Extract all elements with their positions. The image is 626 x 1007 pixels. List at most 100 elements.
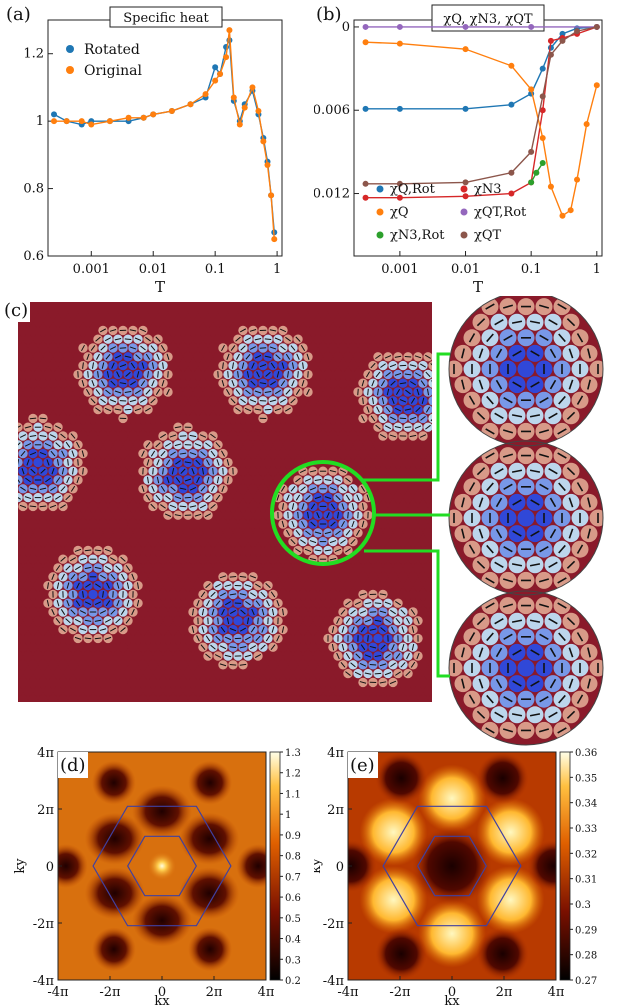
zoom-site xyxy=(463,422,481,440)
spin-arrow xyxy=(324,531,332,535)
lattice-site xyxy=(398,308,408,318)
spin-arrow xyxy=(150,345,156,351)
lattice-site xyxy=(33,668,43,679)
zoom-site xyxy=(449,422,463,440)
lattice-site xyxy=(318,677,328,688)
lattice-site xyxy=(298,413,308,424)
lattice-site xyxy=(103,492,113,503)
spin-arrow xyxy=(126,599,130,607)
zoom-site xyxy=(617,706,626,723)
lattice-site xyxy=(68,677,78,688)
zoom-spin-arrow xyxy=(461,379,465,390)
lattice-site xyxy=(138,413,148,424)
spin-arrow xyxy=(214,654,222,658)
zoom-site xyxy=(608,566,625,583)
zoom-spin-arrow xyxy=(512,680,522,687)
lattice-site xyxy=(43,668,53,679)
lattice-site xyxy=(208,360,218,371)
lattice-site xyxy=(173,404,183,415)
lattice-site xyxy=(293,563,303,573)
lattice-site xyxy=(343,563,353,573)
spin-arrow xyxy=(115,618,121,624)
spin-arrow xyxy=(389,680,397,685)
spin-arrow xyxy=(56,599,60,607)
qt-series-point xyxy=(528,148,535,155)
lattice-site xyxy=(418,343,428,353)
lattice-site xyxy=(308,589,318,600)
lattice-site xyxy=(118,642,128,652)
zoom-spin-arrow xyxy=(512,350,522,357)
lattice-site xyxy=(123,668,133,679)
lattice-site xyxy=(33,651,43,661)
lattice-site xyxy=(163,580,173,591)
lattice-site xyxy=(318,642,328,652)
lattice-site xyxy=(3,458,12,467)
lattice-site xyxy=(358,572,368,582)
lattice-site xyxy=(113,633,123,644)
lattice-site xyxy=(248,466,258,476)
zoom-site xyxy=(617,525,626,542)
lattice-site xyxy=(393,492,403,503)
lattice-site xyxy=(233,545,243,556)
spin-arrow xyxy=(364,602,372,605)
lattice-site xyxy=(48,642,58,652)
n3-series-point xyxy=(396,194,403,201)
spin-arrow xyxy=(230,398,236,404)
spin-arrow xyxy=(290,485,296,492)
lattice-site xyxy=(418,501,428,512)
zoom-spin-arrow xyxy=(558,482,566,492)
lattice-site xyxy=(153,616,163,626)
colorbar-tick-label: 0.2 xyxy=(285,976,301,987)
lattice-site xyxy=(298,308,308,318)
spin-arrow xyxy=(245,600,251,606)
lattice-site xyxy=(178,536,188,547)
lattice-site xyxy=(303,563,313,573)
spin-arrow xyxy=(79,610,87,614)
lattice-site xyxy=(83,510,93,520)
lattice-site xyxy=(283,457,293,468)
lattice-site xyxy=(438,519,447,528)
lattice-site xyxy=(48,308,58,318)
spin-arrow xyxy=(350,609,356,615)
lattice-site xyxy=(3,352,12,361)
lattice-site xyxy=(228,431,238,441)
lattice-site xyxy=(238,554,248,564)
lattice-site xyxy=(108,448,118,459)
legend-n3-label: χN3 xyxy=(474,182,502,197)
lattice-site xyxy=(188,642,198,652)
lattice-site xyxy=(233,704,242,713)
zoom-site xyxy=(571,422,589,440)
lattice-site xyxy=(293,686,303,696)
lattice-site xyxy=(358,466,368,476)
lattice-site xyxy=(378,325,388,336)
zoom-site xyxy=(608,478,625,495)
zoom-site xyxy=(454,313,472,331)
lattice-site xyxy=(223,686,233,696)
spin-arrow xyxy=(340,609,346,615)
lattice-site xyxy=(243,316,253,327)
lattice-site xyxy=(38,695,48,702)
lattice-site xyxy=(133,475,143,485)
lattice-site xyxy=(63,651,73,661)
lattice-site xyxy=(133,457,143,468)
spin-arrow xyxy=(139,328,147,333)
lattice-site xyxy=(158,572,168,582)
lattice-site xyxy=(408,343,418,353)
zoom-spin-arrow xyxy=(503,546,513,553)
lattice-site xyxy=(413,334,423,344)
spin-arrow xyxy=(285,389,291,395)
lattice-site xyxy=(318,360,328,371)
spin-arrow xyxy=(324,496,332,500)
lattice-site xyxy=(388,536,398,547)
lattice-site xyxy=(118,536,128,547)
lattice-site xyxy=(128,677,138,688)
lattice-site xyxy=(293,440,303,450)
lattice-site xyxy=(353,580,363,591)
zoom-spin-arrow xyxy=(530,680,540,687)
zoom-site xyxy=(449,391,463,409)
lattice-site xyxy=(348,378,358,388)
spin-arrow xyxy=(199,504,207,509)
spin-arrow xyxy=(206,600,210,607)
spin-arrow xyxy=(355,529,361,536)
lattice-site xyxy=(313,440,323,450)
